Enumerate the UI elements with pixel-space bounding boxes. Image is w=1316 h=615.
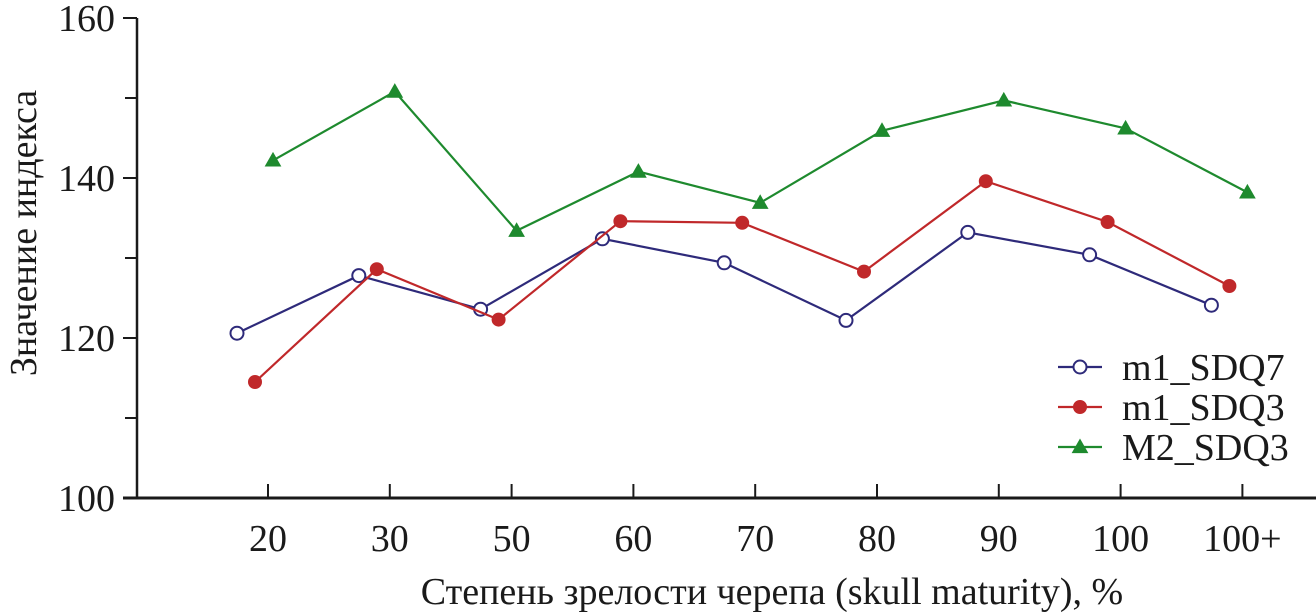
data-point — [386, 83, 404, 98]
data-point — [1100, 215, 1115, 229]
data-point — [1203, 297, 1219, 313]
data-point — [248, 375, 262, 389]
series-m1_SDQ3 — [248, 174, 1237, 389]
data-point — [1222, 279, 1237, 293]
data-point — [735, 215, 750, 230]
legend-label: M2_SDQ3 — [1122, 427, 1289, 469]
series-line — [272, 90, 1248, 233]
data-point — [1117, 119, 1134, 135]
x-axis-title: Степень зрелости черепа (skull maturity)… — [421, 571, 1123, 613]
y-axis-title: Значение индекса — [3, 90, 45, 376]
data-point — [857, 264, 871, 279]
data-point — [369, 262, 384, 277]
series-m1_SDQ7 — [229, 224, 1219, 341]
x-tick-label: 30 — [371, 518, 409, 560]
series-line — [236, 231, 1212, 335]
data-point — [873, 122, 891, 137]
y-ticks: 100 120 140 160 — [58, 0, 137, 520]
x-tick-label: 50 — [493, 518, 531, 560]
data-point — [1082, 247, 1098, 263]
y-tick-label: 120 — [58, 318, 115, 360]
x-tick-label: 20 — [249, 518, 287, 560]
data-point — [751, 194, 769, 209]
data-point — [1239, 183, 1256, 199]
x-tick-label: 90 — [980, 518, 1018, 560]
x-tick-label: 100 — [1092, 518, 1149, 560]
data-point — [995, 91, 1013, 107]
data-point — [491, 312, 506, 327]
data-point — [838, 312, 854, 328]
legend-item: m1_SDQ7 — [1058, 347, 1285, 389]
data-point — [594, 231, 610, 247]
series-M2_SDQ3 — [264, 83, 1256, 237]
legend-marker — [1072, 359, 1088, 375]
data-point — [264, 151, 282, 167]
data-point — [960, 224, 976, 240]
x-tick-label: 100+ — [1203, 518, 1281, 560]
x-tick-label: 60 — [614, 518, 652, 560]
y-tick-label: 100 — [58, 478, 115, 520]
x-tick-label: 70 — [736, 518, 774, 560]
x-ticks: 20 30 50 60 70 80 90 100 100+ — [249, 484, 1282, 560]
legend-item: m1_SDQ3 — [1058, 387, 1285, 429]
y-tick-label: 140 — [58, 158, 115, 200]
data-point — [229, 325, 245, 341]
data-point — [351, 268, 367, 284]
legend-marker — [1071, 438, 1089, 454]
data-point — [978, 174, 993, 189]
data-point — [630, 163, 647, 178]
legend-label: m1_SDQ7 — [1122, 347, 1285, 389]
data-point — [613, 214, 628, 229]
legend-item: M2_SDQ3 — [1058, 427, 1289, 469]
legend-label: m1_SDQ3 — [1122, 387, 1285, 429]
series-line — [254, 179, 1230, 383]
series-layer — [229, 83, 1256, 389]
data-point — [716, 255, 732, 271]
legend-marker — [1073, 400, 1087, 414]
x-tick-label: 80 — [858, 518, 896, 560]
data-point — [508, 222, 525, 237]
y-tick-label: 160 — [58, 0, 115, 40]
